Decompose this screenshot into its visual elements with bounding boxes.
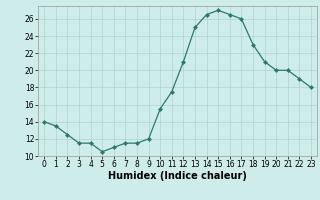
X-axis label: Humidex (Indice chaleur): Humidex (Indice chaleur) [108, 171, 247, 181]
